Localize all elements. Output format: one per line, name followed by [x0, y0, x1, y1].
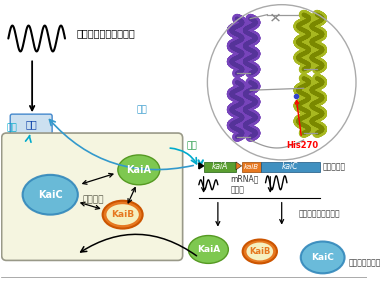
Ellipse shape — [246, 243, 273, 260]
Text: サーカディアンリズム: サーカディアンリズム — [77, 28, 136, 39]
Text: 時計遣伝子: 時計遣伝子 — [323, 162, 346, 171]
Bar — [204, 162, 236, 172]
Text: KaiA: KaiA — [197, 245, 220, 254]
Text: KaiC: KaiC — [311, 253, 334, 262]
Polygon shape — [199, 163, 204, 169]
Text: mRNAへ
の転写: mRNAへ の転写 — [230, 175, 259, 195]
Ellipse shape — [106, 204, 139, 225]
Text: 相互作用: 相互作用 — [82, 195, 104, 204]
Text: kaiA: kaiA — [212, 162, 228, 171]
Text: His270: His270 — [286, 101, 319, 150]
Ellipse shape — [188, 235, 228, 263]
Bar — [242, 162, 261, 172]
Text: kaiC: kaiC — [282, 162, 298, 171]
Text: kaiB: kaiB — [244, 164, 259, 170]
Text: タンパク質への翻訳: タンパク質への翻訳 — [299, 209, 340, 218]
Text: 促進: 促進 — [7, 123, 17, 132]
Text: 時計タンパク質: 時計タンパク質 — [348, 258, 381, 267]
Ellipse shape — [301, 241, 345, 273]
Text: 抑制: 抑制 — [136, 105, 147, 114]
Ellipse shape — [118, 155, 160, 185]
Text: 出力: 出力 — [25, 119, 37, 129]
Text: KaiC: KaiC — [38, 190, 63, 200]
Text: KaiB: KaiB — [249, 247, 271, 256]
Text: KaiA: KaiA — [126, 165, 151, 175]
Circle shape — [208, 5, 356, 160]
FancyBboxPatch shape — [2, 133, 182, 260]
Ellipse shape — [103, 201, 142, 229]
Polygon shape — [236, 162, 242, 170]
Bar — [261, 162, 320, 172]
FancyBboxPatch shape — [10, 114, 52, 134]
Text: KaiB: KaiB — [111, 210, 134, 219]
Ellipse shape — [243, 239, 277, 263]
Ellipse shape — [23, 175, 78, 215]
Text: 促進: 促進 — [186, 141, 197, 150]
